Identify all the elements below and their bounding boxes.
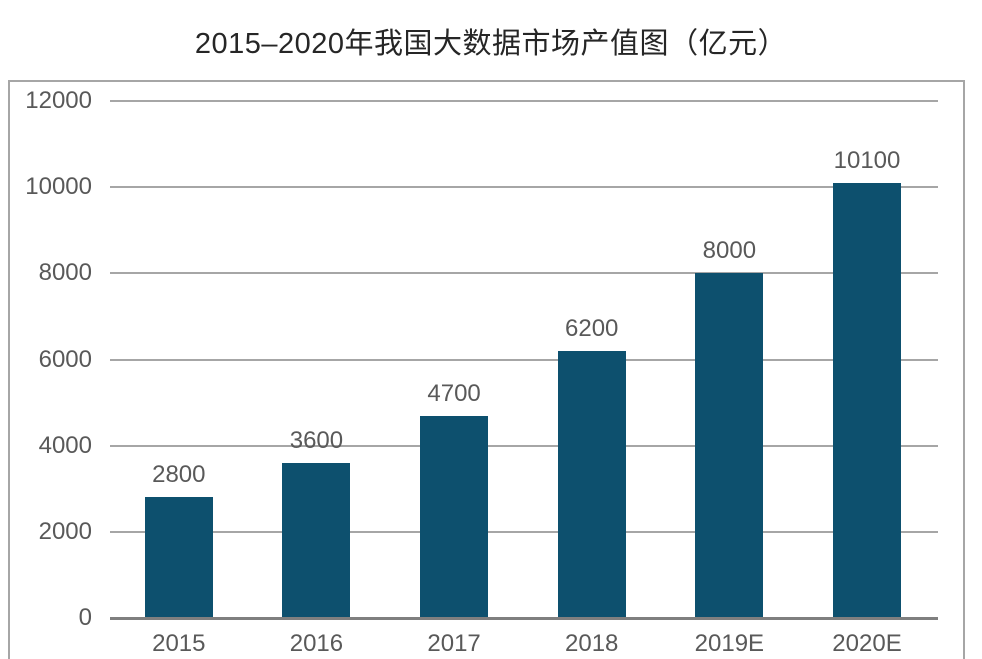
y-axis-tick-label: 10000 [25,173,92,201]
gridline [110,186,938,189]
bar-2017 [420,415,489,618]
gridline [110,444,938,447]
bar-value-label: 6200 [565,314,619,342]
gridline [110,100,938,102]
bar-2018 [557,350,626,618]
plot-frame [8,80,965,659]
bar-2016 [282,462,351,618]
bar-2019E [695,273,764,618]
bar-value-label: 4700 [427,379,481,407]
y-axis-tick-label: 4000 [38,431,92,459]
x-axis-category-label: 2019E [694,630,765,657]
bar-2020E [833,182,901,618]
bar-value-label: 3600 [289,426,344,454]
y-axis-tick-label: 8000 [38,259,92,287]
x-axis-category-label: 2015 [152,630,206,657]
y-axis-tick-label: 0 [78,604,92,631]
gridline [110,272,938,275]
x-axis-category-label: 2018 [565,630,619,657]
x-axis-category-label: 2017 [427,630,481,657]
bar-value-label: 8000 [702,237,757,265]
gridline [110,358,938,361]
bar-value-label: 2800 [152,461,206,489]
y-axis-tick-label: 6000 [38,345,92,373]
gridline [110,530,938,533]
x-axis-category-label: 2020E [832,630,902,657]
x-axis-category-label: 2016 [289,630,344,657]
y-axis-tick-label: 12000 [25,87,92,114]
x-axis-line [110,616,938,620]
bar-2015 [144,497,213,618]
bar-value-label: 10100 [833,146,901,174]
y-axis-tick-label: 2000 [38,517,92,545]
chart-title: 2015–2020年我国大数据市场产值图（亿元） [194,28,788,60]
